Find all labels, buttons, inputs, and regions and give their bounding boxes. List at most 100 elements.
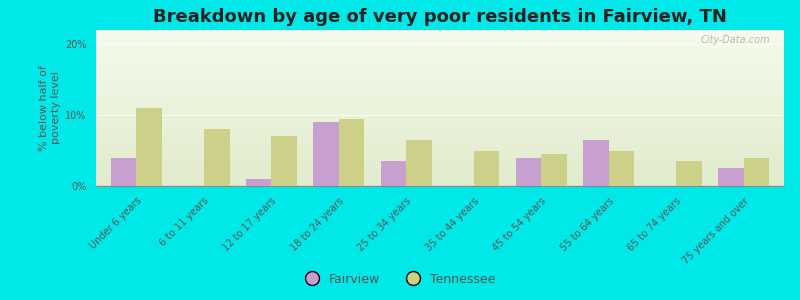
Bar <box>96 124 784 125</box>
Bar <box>96 72 784 74</box>
Title: Breakdown by age of very poor residents in Fairview, TN: Breakdown by age of very poor residents … <box>153 8 727 26</box>
Bar <box>313 122 339 186</box>
Bar <box>96 66 784 68</box>
Bar <box>96 169 784 170</box>
Bar <box>96 30 784 31</box>
Bar <box>96 80 784 82</box>
Bar <box>96 158 784 160</box>
Bar <box>96 117 784 119</box>
Bar <box>96 89 784 91</box>
Bar <box>96 178 784 180</box>
Bar <box>96 38 784 39</box>
Bar <box>96 181 784 183</box>
Bar <box>406 140 432 186</box>
Bar <box>96 106 784 108</box>
Bar <box>96 68 784 69</box>
Bar <box>96 141 784 142</box>
Bar <box>96 156 784 158</box>
Bar <box>96 148 784 150</box>
Bar <box>96 150 784 152</box>
Bar <box>96 52 784 53</box>
Text: City-Data.com: City-Data.com <box>701 35 770 45</box>
Bar <box>676 161 702 186</box>
Bar <box>96 128 784 130</box>
Bar <box>96 82 784 83</box>
Bar <box>96 170 784 172</box>
Bar <box>246 179 271 186</box>
Bar <box>96 155 784 156</box>
Bar <box>96 152 784 153</box>
Bar <box>96 102 784 103</box>
Bar <box>96 47 784 49</box>
Bar <box>96 55 784 56</box>
Bar <box>96 105 784 106</box>
Bar <box>96 32 784 33</box>
Bar <box>96 91 784 92</box>
Bar <box>96 56 784 58</box>
Bar <box>339 118 365 186</box>
Bar <box>96 92 784 94</box>
Bar <box>111 158 137 186</box>
Bar <box>515 158 541 186</box>
Bar <box>96 88 784 89</box>
Bar <box>96 36 784 38</box>
Legend: Fairview, Tennessee: Fairview, Tennessee <box>299 268 501 291</box>
Bar <box>381 161 406 186</box>
Bar <box>96 163 784 164</box>
Bar <box>96 164 784 166</box>
Bar <box>96 61 784 63</box>
Bar <box>609 151 634 186</box>
Bar <box>96 63 784 64</box>
Bar <box>96 44 784 46</box>
Bar <box>96 60 784 61</box>
Bar <box>96 161 784 163</box>
Bar <box>96 184 784 186</box>
Bar <box>96 58 784 60</box>
Bar <box>96 77 784 78</box>
Bar <box>474 151 499 186</box>
Bar <box>204 129 230 186</box>
Bar <box>96 83 784 85</box>
Bar <box>96 116 784 117</box>
Bar <box>96 113 784 114</box>
Bar <box>541 154 567 186</box>
Bar <box>96 142 784 144</box>
Bar <box>96 114 784 116</box>
Bar <box>96 41 784 43</box>
Bar <box>96 183 784 184</box>
Bar <box>96 131 784 133</box>
Bar <box>96 110 784 111</box>
Bar <box>96 166 784 167</box>
Bar <box>96 94 784 95</box>
Bar <box>96 160 784 161</box>
Bar <box>96 99 784 100</box>
Bar <box>96 173 784 175</box>
Bar <box>96 70 784 72</box>
Bar <box>96 35 784 36</box>
Bar <box>96 100 784 102</box>
Bar <box>96 175 784 177</box>
Bar <box>96 147 784 148</box>
Bar <box>96 86 784 88</box>
Bar <box>96 127 784 128</box>
Bar <box>96 33 784 35</box>
Bar <box>96 64 784 66</box>
Bar <box>583 140 609 186</box>
Bar <box>96 46 784 47</box>
Bar <box>96 180 784 181</box>
Bar <box>96 125 784 127</box>
Bar <box>96 139 784 141</box>
Bar <box>96 50 784 52</box>
Bar <box>96 53 784 55</box>
Bar <box>96 49 784 50</box>
Bar <box>96 85 784 86</box>
Bar <box>96 111 784 113</box>
Bar <box>96 119 784 121</box>
Bar <box>271 136 297 186</box>
Bar <box>743 158 769 186</box>
Bar <box>96 122 784 124</box>
Bar <box>96 97 784 99</box>
Bar <box>96 146 784 147</box>
Bar <box>96 136 784 138</box>
Bar <box>96 69 784 70</box>
